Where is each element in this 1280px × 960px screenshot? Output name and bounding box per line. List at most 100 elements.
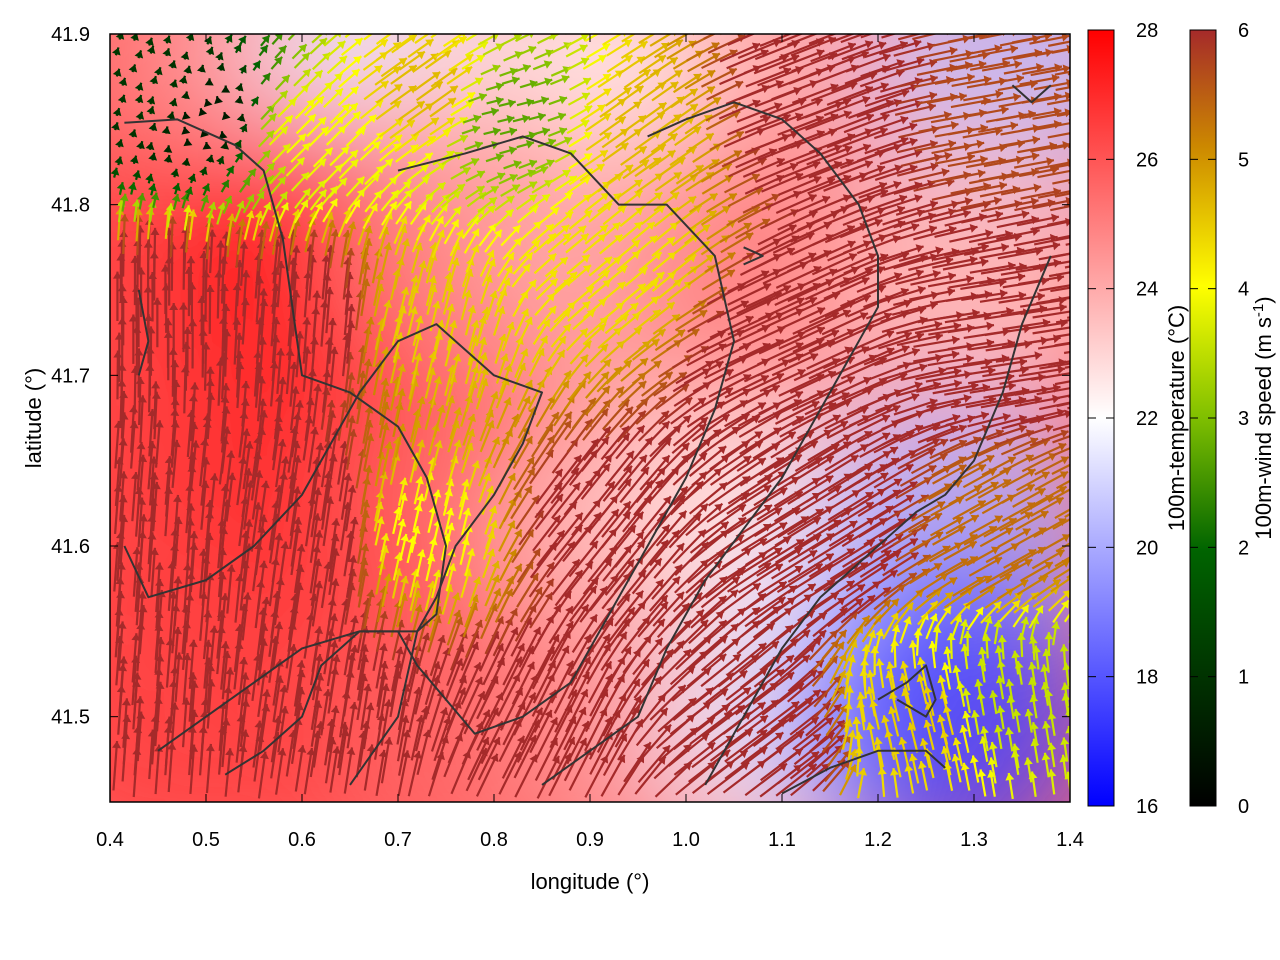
wind-vector-217 (959, 724, 970, 753)
wind-vector-826 (847, 549, 892, 579)
wind-vector-269 (888, 706, 900, 737)
wind-vector-489 (822, 641, 845, 673)
y-tick-label-0: 41.5 (51, 707, 90, 729)
wind-vector-737 (277, 541, 290, 591)
wind-vector-420 (605, 646, 632, 688)
wind-vector-693 (484, 574, 500, 607)
wind-vector-552 (946, 633, 956, 659)
wind-vector-880 (807, 533, 855, 564)
wind-vector-835 (999, 558, 1033, 579)
wind-vector-94 (777, 750, 820, 785)
y-tick-label-1: 41.6 (51, 536, 90, 558)
wind-vector-894 (1054, 556, 1070, 568)
wind-vector-478 (632, 637, 664, 676)
wind-vector-220 (1005, 727, 1014, 752)
x-tick-label-8: 1.2 (864, 829, 892, 851)
wind-vector-182 (362, 702, 375, 750)
wind-vector-430 (771, 654, 811, 688)
wind-vector-820 (736, 547, 783, 578)
wind-vector-109 (1023, 757, 1033, 783)
wind-vector-291 (312, 672, 325, 720)
wind-vector-12 (329, 746, 341, 793)
wind-vector-708 (743, 580, 788, 612)
wind-vector-329 (962, 688, 972, 714)
wind-vector-608 (950, 614, 963, 640)
wind-vector-872 (672, 529, 707, 564)
wind-vector-216 (937, 714, 949, 745)
wind-vector-862 (502, 528, 523, 562)
wind-vector-545 (821, 629, 848, 660)
wind-vector-106 (969, 755, 980, 783)
wind-vector-413 (482, 643, 504, 686)
wind-vector-191 (519, 707, 544, 751)
wind-vector-163 (988, 741, 998, 768)
wind-vector-524 (465, 619, 483, 658)
wind-vector-384 (937, 675, 948, 705)
wind-vector-76 (467, 736, 490, 781)
wind-vector-884 (880, 537, 919, 563)
wind-vector-558 (1044, 632, 1054, 657)
wind-vector-875 (721, 537, 768, 569)
wind-vector-611 (993, 619, 1003, 645)
wind-vector-856 (399, 533, 410, 561)
wind-vector-696 (529, 578, 555, 615)
wind-vector-21 (475, 753, 499, 797)
wind-vector-650 (700, 589, 739, 622)
wind-vector-459 (311, 626, 324, 673)
wind-vector-638 (494, 588, 514, 623)
wind-vector-555 (997, 635, 1007, 660)
wind-vector-782 (1050, 577, 1070, 593)
wind-vector-186 (430, 707, 449, 752)
wind-vector-81 (551, 736, 576, 781)
wind-vector-222 (1041, 721, 1051, 746)
wind-vector-345 (272, 659, 284, 706)
wind-vector-28 (600, 754, 626, 797)
wind-vector-177 (277, 705, 289, 753)
wind-vector-264 (805, 703, 843, 737)
wind-vector-213 (881, 715, 893, 746)
wind-vector-712 (811, 580, 856, 610)
wind-vector-752 (528, 561, 555, 598)
wind-vector-490 (842, 639, 858, 670)
wind-vector-2 (154, 744, 164, 795)
wind-vector-637 (484, 587, 502, 622)
wind-vector-31 (654, 761, 693, 798)
wind-vector-579 (446, 609, 462, 646)
wind-vector-439 (917, 657, 928, 687)
wind-vector-188 (467, 709, 491, 753)
wind-vector-43 (857, 767, 867, 799)
wind-vector-738 (293, 544, 306, 594)
wind-vector-470 (496, 626, 519, 668)
wind-vector-853 (347, 516, 359, 563)
wind-vector-276 (1012, 708, 1022, 733)
wind-vector-795 (311, 530, 324, 580)
wind-vector-746 (431, 569, 442, 599)
wind-vector-586 (562, 603, 590, 642)
wind-vector-771 (859, 569, 899, 598)
wind-vector-391 (1061, 682, 1070, 707)
wind-vector-336 (118, 656, 128, 706)
wind-vector-451 (173, 626, 183, 677)
temperature-colorbar-tick-label-2: 20 (1136, 537, 1158, 559)
wind-vector-49 (960, 762, 971, 791)
wind-vector-24 (536, 755, 560, 799)
wind-vector-494 (908, 640, 918, 669)
wind-vector-72 (398, 729, 411, 776)
wind-vector-889 (965, 546, 1000, 567)
wind-vector-798 (358, 543, 370, 583)
y-tick-label-4: 41.9 (51, 24, 90, 46)
wind-vector-233 (276, 684, 289, 732)
wind-vector-666 (980, 600, 1002, 624)
wind-vector-499 (994, 645, 1004, 670)
wind-vector-434 (845, 654, 856, 685)
wind-vector-769 (823, 561, 869, 592)
wind-vector-412 (459, 641, 480, 684)
y-tick-label-2: 41.7 (51, 365, 90, 387)
wind-vector-168 (121, 698, 131, 748)
wind-vector-408 (390, 646, 405, 692)
wind-vector-772 (883, 572, 918, 598)
wind-vector-612 (1019, 616, 1030, 641)
wind-vector-804 (464, 548, 476, 577)
wind-vector-824 (808, 547, 856, 578)
